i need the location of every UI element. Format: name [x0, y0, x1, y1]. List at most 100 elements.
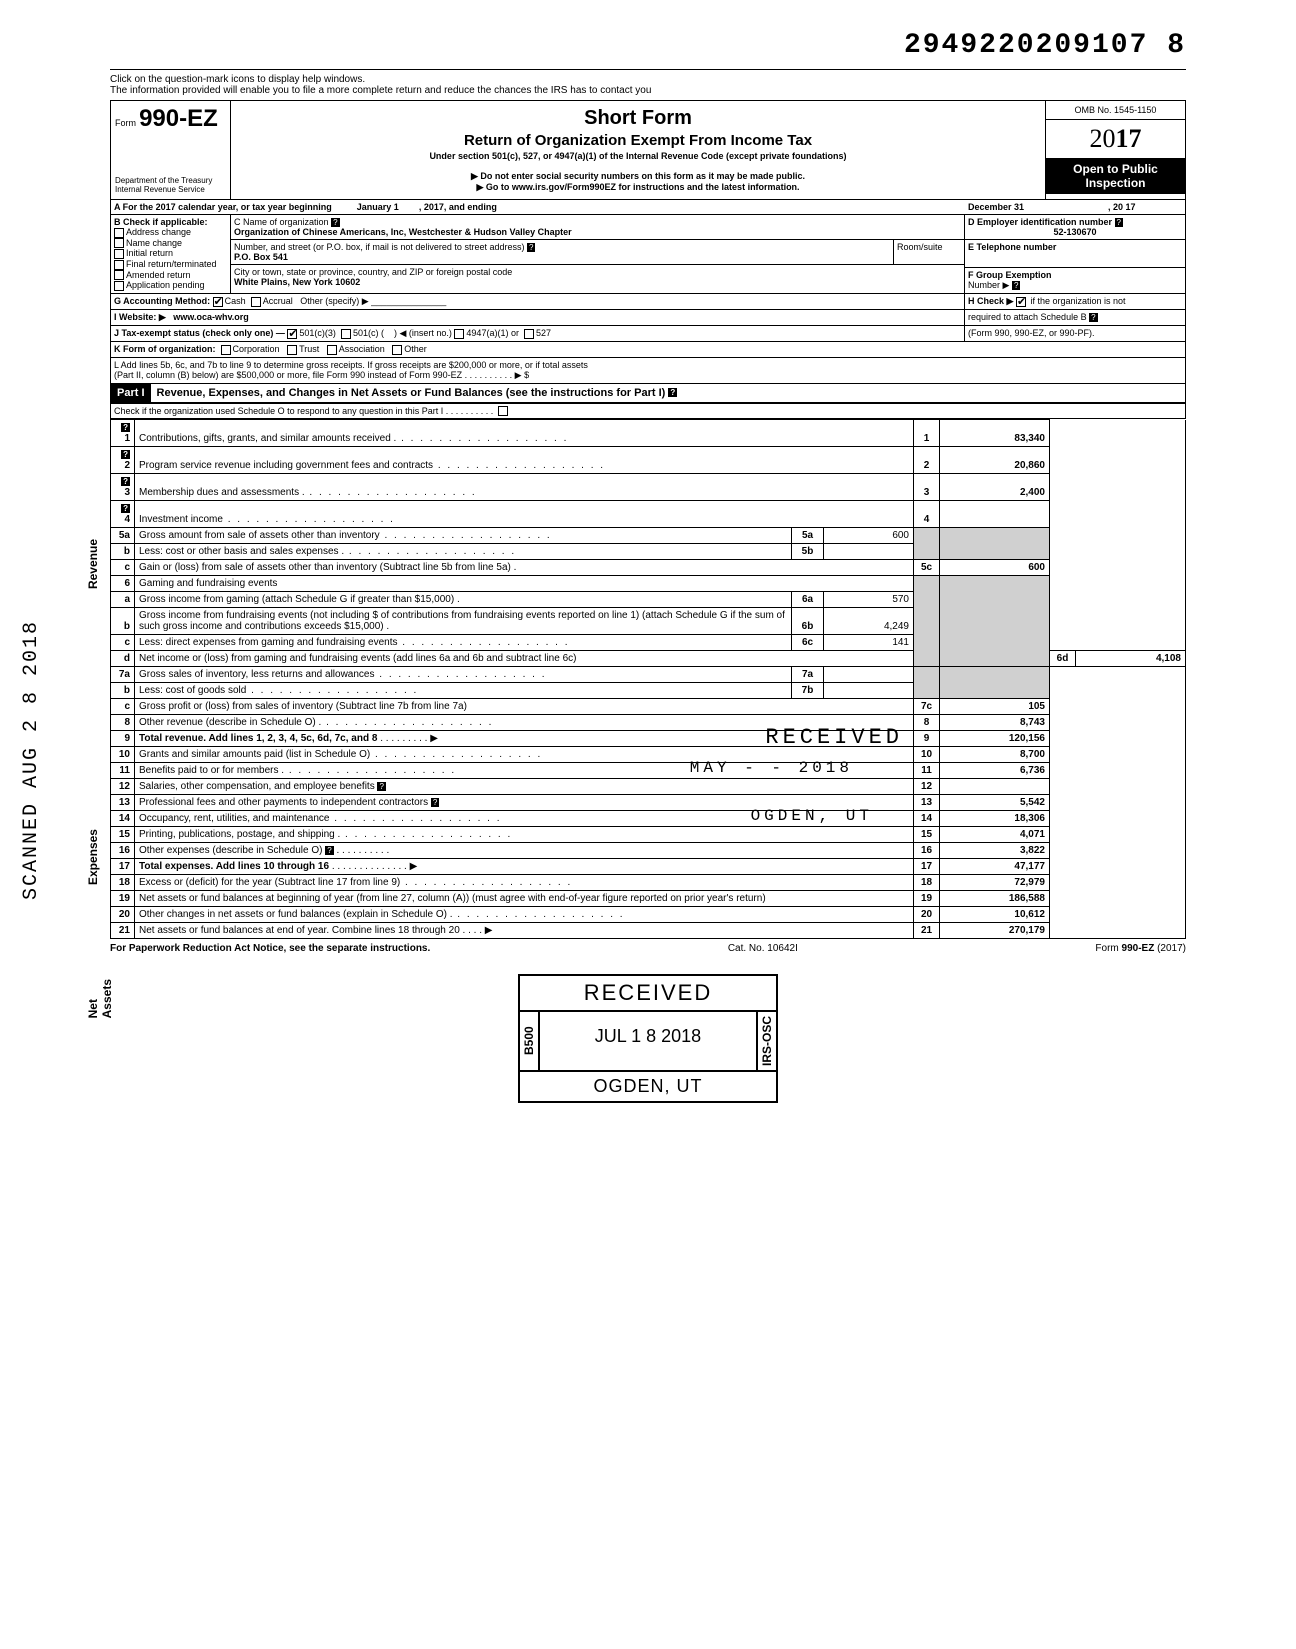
help-icon[interactable]: ?: [1115, 218, 1123, 227]
dept2: Internal Revenue Service: [115, 186, 226, 195]
form-number: 990-EZ: [139, 105, 218, 132]
hint-line1: Click on the question-mark icons to disp…: [110, 74, 1186, 85]
ln-6-shade: [914, 576, 940, 667]
help-icon[interactable]: ?: [121, 477, 130, 486]
ln-2-n: 2: [124, 460, 130, 471]
k-corp-check[interactable]: [221, 345, 231, 355]
part1-title-text: Revenue, Expenses, and Changes in Net As…: [157, 387, 666, 399]
line-2: ? 2 Program service revenue including go…: [111, 447, 1186, 474]
ln-11-d: Benefits paid to or for members .: [139, 765, 456, 776]
ln-7b-ma: [824, 683, 914, 699]
k-trust-check[interactable]: [287, 345, 297, 355]
ln-10-d: Grants and similar amounts paid (list in…: [139, 749, 542, 760]
b-opt-1[interactable]: Name change: [114, 238, 227, 249]
ln-6c-m: 6c: [792, 635, 824, 651]
line-3: ? 3 Membership dues and assessments . 3 …: [111, 474, 1186, 501]
ln-7b-m: 7b: [792, 683, 824, 699]
j-501c3: 501(c)(3): [299, 328, 336, 338]
ln-1-r: 1: [914, 420, 940, 447]
ln-19-a: 186,588: [940, 891, 1050, 907]
line-a-end2: , 20 17: [1105, 200, 1185, 214]
part1-sub-check[interactable]: [498, 406, 508, 416]
h-cont1: required to attach Schedule B ?: [965, 310, 1185, 325]
help-icon[interactable]: ?: [325, 846, 333, 855]
part1-label: Part I: [111, 384, 151, 402]
j-501c: 501(c) (: [353, 328, 384, 338]
ln-2-r: 2: [914, 447, 940, 474]
subtitle-2: ▶ Do not enter social security numbers o…: [237, 171, 1039, 182]
help-icon[interactable]: ?: [121, 423, 130, 432]
help-icon[interactable]: ?: [377, 782, 385, 791]
g-accrual: Accrual: [263, 296, 293, 306]
help-icon[interactable]: ?: [431, 798, 439, 807]
ln-10-r: 10: [914, 747, 940, 763]
help-icon[interactable]: ?: [331, 218, 339, 227]
ln-13-n: 13: [111, 795, 135, 811]
ln-18-d: Excess or (deficit) for the year (Subtra…: [139, 877, 572, 888]
side-netassets: Net Assets: [86, 979, 114, 1018]
ln-14-d: Occupancy, rent, utilities, and maintena…: [139, 813, 502, 824]
g-cash-check[interactable]: [213, 297, 223, 307]
ln-10-n: 10: [111, 747, 135, 763]
year-prefix: 20: [1090, 124, 1116, 153]
title-main: Return of Organization Exempt From Incom…: [237, 132, 1039, 149]
ln-6d-d: Net income or (loss) from gaming and fun…: [139, 653, 576, 664]
j-527-check[interactable]: [524, 329, 534, 339]
help-icon[interactable]: ?: [121, 504, 130, 513]
d-label: D Employer identification number: [968, 217, 1112, 227]
part1-sub-row: Check if the organization used Schedule …: [110, 403, 1186, 420]
h-check[interactable]: [1016, 297, 1026, 307]
b-opt-3-label: Final return/terminated: [126, 259, 217, 269]
j-501c3-check[interactable]: [287, 329, 297, 339]
room-suite: Room/suite: [894, 240, 964, 264]
b-opt-4-label: Amended return: [126, 270, 191, 280]
ln-7c-r: 7c: [914, 699, 940, 715]
ln-1-d: Contributions, gifts, grants, and simila…: [139, 433, 568, 444]
k-label: K Form of organization:: [114, 344, 216, 354]
help-icon[interactable]: ?: [1089, 313, 1097, 322]
box-b: B Check if applicable: Address change Na…: [111, 215, 231, 293]
b-opt-3[interactable]: Final return/terminated: [114, 259, 227, 270]
b-opt-2[interactable]: Initial return: [114, 248, 227, 259]
k-other-check[interactable]: [392, 345, 402, 355]
b-opt-4[interactable]: Amended return: [114, 270, 227, 281]
line-20: 20Other changes in net assets or fund ba…: [111, 907, 1186, 923]
g-accrual-check[interactable]: [251, 297, 261, 307]
help-icon[interactable]: ?: [527, 243, 535, 252]
k-assoc-check[interactable]: [327, 345, 337, 355]
ln-5a-ma: 600: [824, 528, 914, 544]
ln-6b-m: 6b: [792, 608, 824, 635]
b-label: B Check if applicable:: [114, 217, 227, 227]
j-501c-check[interactable]: [341, 329, 351, 339]
lines-table: ? 1 Contributions, gifts, grants, and si…: [110, 419, 1186, 939]
j-4947-check[interactable]: [454, 329, 464, 339]
form-prefix: Form: [115, 118, 136, 128]
line-a-mid2: , 2017, and ending: [419, 202, 497, 212]
footer-mid: Cat. No. 10642I: [728, 943, 798, 954]
h-cont2: (Form 990, 990-EZ, or 990-PF).: [965, 326, 1185, 341]
help-icon[interactable]: ?: [121, 450, 130, 459]
b-opt-0-label: Address change: [126, 227, 191, 237]
help-icon[interactable]: ?: [1012, 281, 1020, 290]
form-header-right: OMB No. 1545-1150 2017 Open to Public In…: [1045, 101, 1185, 199]
line-14: 14Occupancy, rent, utilities, and mainte…: [111, 811, 1186, 827]
ln-7b-d: Less: cost of goods sold: [139, 685, 418, 696]
box-h: H Check ▶ if the organization is not: [965, 294, 1185, 309]
ln-15-n: 15: [111, 827, 135, 843]
line-16: 16Other expenses (describe in Schedule O…: [111, 843, 1186, 859]
line-a-text: A For the 2017 calendar year, or tax yea…: [114, 202, 332, 212]
line-7a: 7a Gross sales of inventory, less return…: [111, 667, 1186, 683]
b-opt-0[interactable]: Address change: [114, 227, 227, 238]
ln-20-n: 20: [111, 907, 135, 923]
ln-2-a: 20,860: [940, 447, 1050, 474]
line-15: 15Printing, publications, postage, and s…: [111, 827, 1186, 843]
line-a-end: December 31: [965, 200, 1105, 214]
ln-17-a: 47,177: [940, 859, 1050, 875]
box-g: G Accounting Method: Cash Accrual Other …: [111, 294, 965, 309]
b-opt-5[interactable]: Application pending: [114, 280, 227, 291]
box-def: D Employer identification number ? 52-13…: [965, 215, 1185, 293]
k-trust: Trust: [299, 344, 319, 354]
ln-6c-n: c: [111, 635, 135, 651]
help-icon[interactable]: ?: [668, 388, 677, 397]
open1: Open to Public: [1048, 162, 1183, 176]
